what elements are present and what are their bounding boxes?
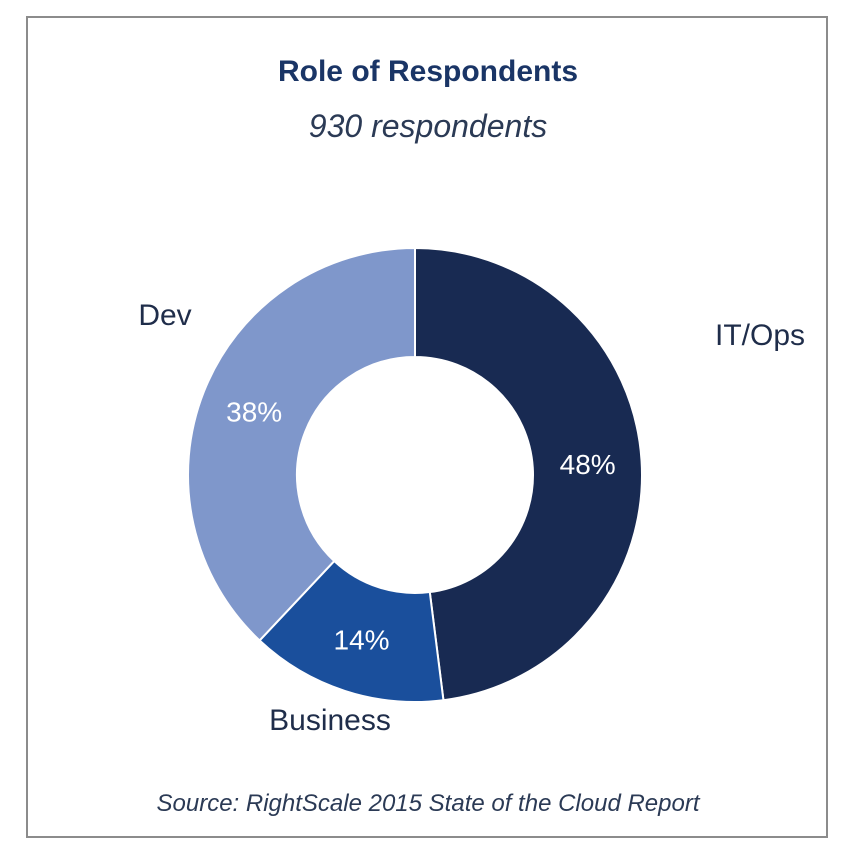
- donut-slices: [187, 246, 643, 703]
- chart-source: Source: RightScale 2015 State of the Clo…: [156, 790, 700, 817]
- percent-label: 14%: [334, 625, 390, 656]
- category-label: Business: [269, 704, 391, 737]
- category-label: Dev: [138, 299, 191, 332]
- category-label: IT/Ops: [715, 319, 805, 352]
- slice-it-ops: [414, 246, 643, 702]
- percent-label: 48%: [560, 449, 616, 480]
- percent-labels: 48% 14% 38%: [226, 396, 616, 655]
- chart-title: Role of Respondents: [277, 55, 578, 88]
- chart-subtitle: 930 respondents: [308, 108, 548, 144]
- slice-dev: [187, 246, 416, 642]
- category-labels: IT/Ops Business Dev: [138, 299, 805, 737]
- percent-label: 38%: [226, 396, 282, 427]
